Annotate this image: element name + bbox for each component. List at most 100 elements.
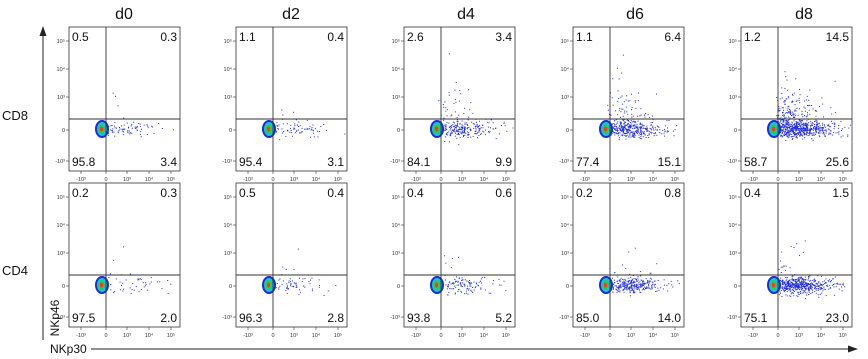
event-dot	[787, 288, 789, 290]
event-dot	[149, 283, 151, 285]
event-dot	[618, 125, 620, 127]
event-dot	[479, 120, 481, 122]
event-dot	[480, 287, 482, 289]
event-dot	[619, 107, 621, 109]
event-dot	[783, 120, 785, 122]
quadrant-label-ul: 1.1	[239, 30, 256, 44]
event-dot	[455, 82, 457, 83]
event-dot	[449, 281, 451, 283]
event-dot	[335, 284, 337, 286]
event-dot	[617, 287, 619, 289]
event-dot	[791, 277, 793, 279]
event-dot	[649, 277, 651, 279]
event-dot	[471, 121, 473, 123]
event-dot	[788, 131, 790, 133]
event-dot	[803, 106, 805, 108]
event-dot	[820, 287, 822, 289]
event-dot	[629, 134, 631, 136]
event-dot	[801, 110, 803, 112]
event-dot	[652, 125, 654, 127]
event-dot	[648, 130, 650, 132]
event-dot	[138, 278, 140, 280]
event-dot	[615, 127, 617, 129]
y-axis-label: NKp46	[48, 299, 62, 336]
event-dot	[792, 113, 794, 115]
event-dot	[468, 289, 470, 291]
event-dot	[782, 282, 783, 284]
event-dot	[825, 132, 827, 134]
event-dot	[814, 126, 816, 128]
event-dot	[788, 112, 790, 114]
event-dot	[454, 127, 456, 128]
event-dot	[114, 122, 116, 124]
event-dot	[621, 129, 623, 130]
event-dot	[798, 279, 800, 281]
y-tick-label: 10⁵	[224, 38, 232, 45]
event-dot	[804, 287, 806, 289]
event-cloud	[430, 53, 514, 146]
event-dot	[467, 287, 469, 289]
event-dot	[646, 130, 648, 132]
event-dot	[815, 126, 817, 128]
event-dot	[296, 124, 298, 126]
event-dot	[635, 130, 637, 132]
event-dot	[822, 127, 824, 128]
event-dot	[286, 123, 288, 125]
event-dot	[804, 125, 806, 127]
event-dot	[640, 284, 642, 286]
event-dot	[640, 279, 642, 281]
event-dot	[612, 104, 614, 106]
event-dot	[805, 123, 807, 125]
event-dot	[800, 278, 802, 280]
quadrant-label-ur: 0.3	[160, 186, 177, 200]
event-dot	[795, 279, 796, 280]
event-dot	[622, 264, 623, 266]
event-dot	[790, 295, 792, 297]
event-dot	[626, 280, 628, 282]
event-dot	[621, 130, 623, 132]
event-dot	[614, 110, 616, 112]
event-dot	[627, 127, 629, 129]
event-dot	[170, 283, 172, 285]
event-dot	[287, 129, 288, 131]
event-dot	[783, 127, 785, 128]
event-dot	[795, 282, 797, 284]
event-dot	[840, 121, 842, 122]
event-dot	[626, 286, 628, 288]
event-dot	[653, 135, 655, 137]
event-dot	[797, 283, 799, 285]
event-dot	[626, 132, 628, 134]
event-dot	[630, 295, 632, 297]
event-dot	[642, 288, 644, 290]
quadrant-label-ul: 1.2	[744, 30, 761, 44]
event-dot	[289, 131, 291, 133]
event-dot	[462, 125, 464, 127]
event-dot	[815, 280, 817, 282]
event-dot	[794, 284, 796, 286]
event-dot	[796, 133, 798, 135]
event-dot	[114, 125, 115, 127]
row-label-cd8: CD8	[2, 108, 28, 123]
event-dot	[618, 286, 619, 288]
event-dot	[620, 111, 622, 113]
event-dot	[627, 281, 629, 283]
event-dot	[812, 283, 813, 285]
event-dot	[796, 126, 798, 128]
event-dot	[804, 291, 806, 293]
event-dot	[798, 123, 799, 125]
event-dot	[656, 134, 658, 136]
event-dot	[831, 284, 833, 286]
event-dot	[643, 286, 645, 288]
density-peak	[99, 282, 104, 288]
event-dot	[470, 130, 472, 131]
event-dot	[451, 125, 453, 127]
event-dot	[782, 124, 784, 126]
event-dot	[625, 99, 627, 101]
event-dot	[640, 131, 642, 133]
event-dot	[626, 123, 628, 125]
event-dot	[634, 135, 636, 137]
density-peak	[266, 126, 271, 132]
event-dot	[799, 135, 801, 137]
event-dot	[787, 288, 789, 289]
event-dot	[630, 282, 632, 283]
